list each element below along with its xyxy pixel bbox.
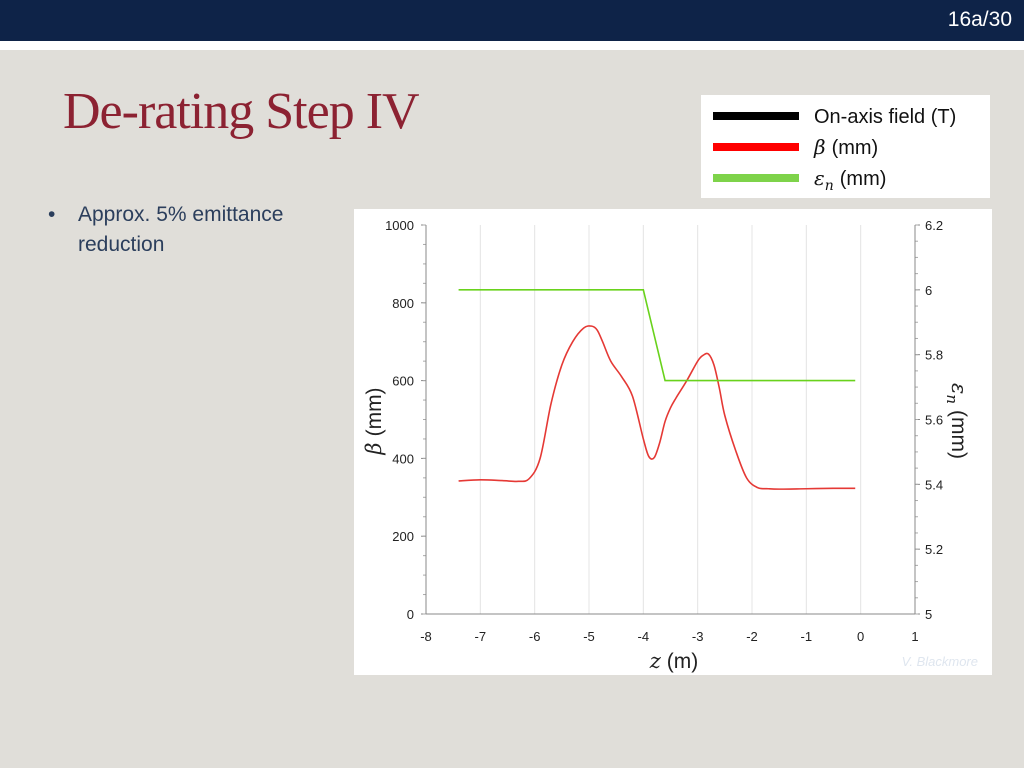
top-bar-divider xyxy=(0,41,1024,50)
y-left-tick-label: 1000 xyxy=(385,218,414,233)
x-tick-label: -7 xyxy=(475,629,487,644)
y-right-tick-label: 6 xyxy=(925,283,932,298)
x-tick-label: -8 xyxy=(420,629,432,644)
y-right-tick-label: 5.6 xyxy=(925,413,943,428)
bullet-list: • Approx. 5% emittance reduction xyxy=(48,200,338,260)
x-tick-label: 1 xyxy=(911,629,918,644)
top-bar: 16a/30 xyxy=(0,0,1024,41)
legend-svg: On-axis field (T) β (mm) εn (mm) xyxy=(713,106,956,194)
legend-beta-unit: (mm) xyxy=(832,137,879,159)
legend-label-field: On-axis field (T) xyxy=(814,106,956,128)
y-right-tick-label: 6.2 xyxy=(925,218,943,233)
x-tick-label: 0 xyxy=(857,629,864,644)
x-tick-label: -6 xyxy=(529,629,541,644)
chart-panel: -8 -7 -6 -5 -4 -3 -2 -1 0 1 0 200 400 600 800 1000 5 5.2 5… xyxy=(354,209,992,675)
y-left-tick-label: 0 xyxy=(407,607,414,622)
chart-grid xyxy=(425,225,916,614)
x-tick-label: -4 xyxy=(638,629,650,644)
y-left-symbol: β xyxy=(362,442,386,455)
x-tick-label: -1 xyxy=(801,629,813,644)
x-tick-label: -3 xyxy=(692,629,704,644)
legend-label-beta: β (mm) xyxy=(813,135,878,159)
slide-number: 16a/30 xyxy=(947,8,1012,31)
bullet-marker: • xyxy=(48,203,56,226)
legend-eps-unit: (mm) xyxy=(840,168,887,190)
x-axis-symbol: z xyxy=(649,649,662,673)
series-line-emittance xyxy=(458,289,856,382)
y-left-tick-label: 600 xyxy=(392,374,414,389)
y-axis-left-title: β (mm) xyxy=(362,387,386,455)
x-tick-label: -5 xyxy=(583,629,595,644)
chart-legend: On-axis field (T) β (mm) εn (mm) xyxy=(701,95,990,198)
y-left-tick-label: 800 xyxy=(392,296,414,311)
y-right-tick-label: 5.2 xyxy=(925,542,943,557)
y-left-unit: (mm) xyxy=(363,387,386,436)
chart-axes xyxy=(421,224,920,615)
y-right-sub: n xyxy=(943,394,961,404)
y-right-symbol: ε xyxy=(947,383,971,394)
bullet-text: Approx. 5% emittance reduction xyxy=(78,203,284,256)
y-right-tick-label: 5 xyxy=(925,607,932,622)
chart-series xyxy=(458,289,856,490)
legend-eps-symbol: ε xyxy=(814,166,825,190)
y-right-tick-label: 5.4 xyxy=(925,477,943,492)
legend-beta-symbol: β xyxy=(813,135,826,159)
y-axis-right-title: εn (mm) xyxy=(943,383,971,459)
y-left-tick-label: 200 xyxy=(392,529,414,544)
bullet-item: • Approx. 5% emittance reduction xyxy=(48,200,338,260)
y-right-tick-label: 5.8 xyxy=(925,348,943,363)
series-line-beta xyxy=(458,325,856,490)
chart-svg: -8 -7 -6 -5 -4 -3 -2 -1 0 1 0 200 400 600 800 1000 5 5.2 5… xyxy=(362,218,971,673)
x-axis-unit: (m) xyxy=(667,650,698,673)
legend-eps-sub: n xyxy=(825,178,834,194)
legend-label-emittance: εn (mm) xyxy=(814,166,886,194)
x-tick-label: -2 xyxy=(746,629,758,644)
slide-title: De-rating Step IV xyxy=(63,83,420,140)
y-left-tick-label: 400 xyxy=(392,451,414,466)
x-axis-title: z (m) xyxy=(649,649,699,673)
author-credit: V. Blackmore xyxy=(901,654,978,669)
y-right-unit: (mm) xyxy=(947,410,970,459)
chart-ticks: -8 -7 -6 -5 -4 -3 -2 -1 0 1 0 200 400 600 800 1000 5 5.2 5… xyxy=(385,218,943,644)
